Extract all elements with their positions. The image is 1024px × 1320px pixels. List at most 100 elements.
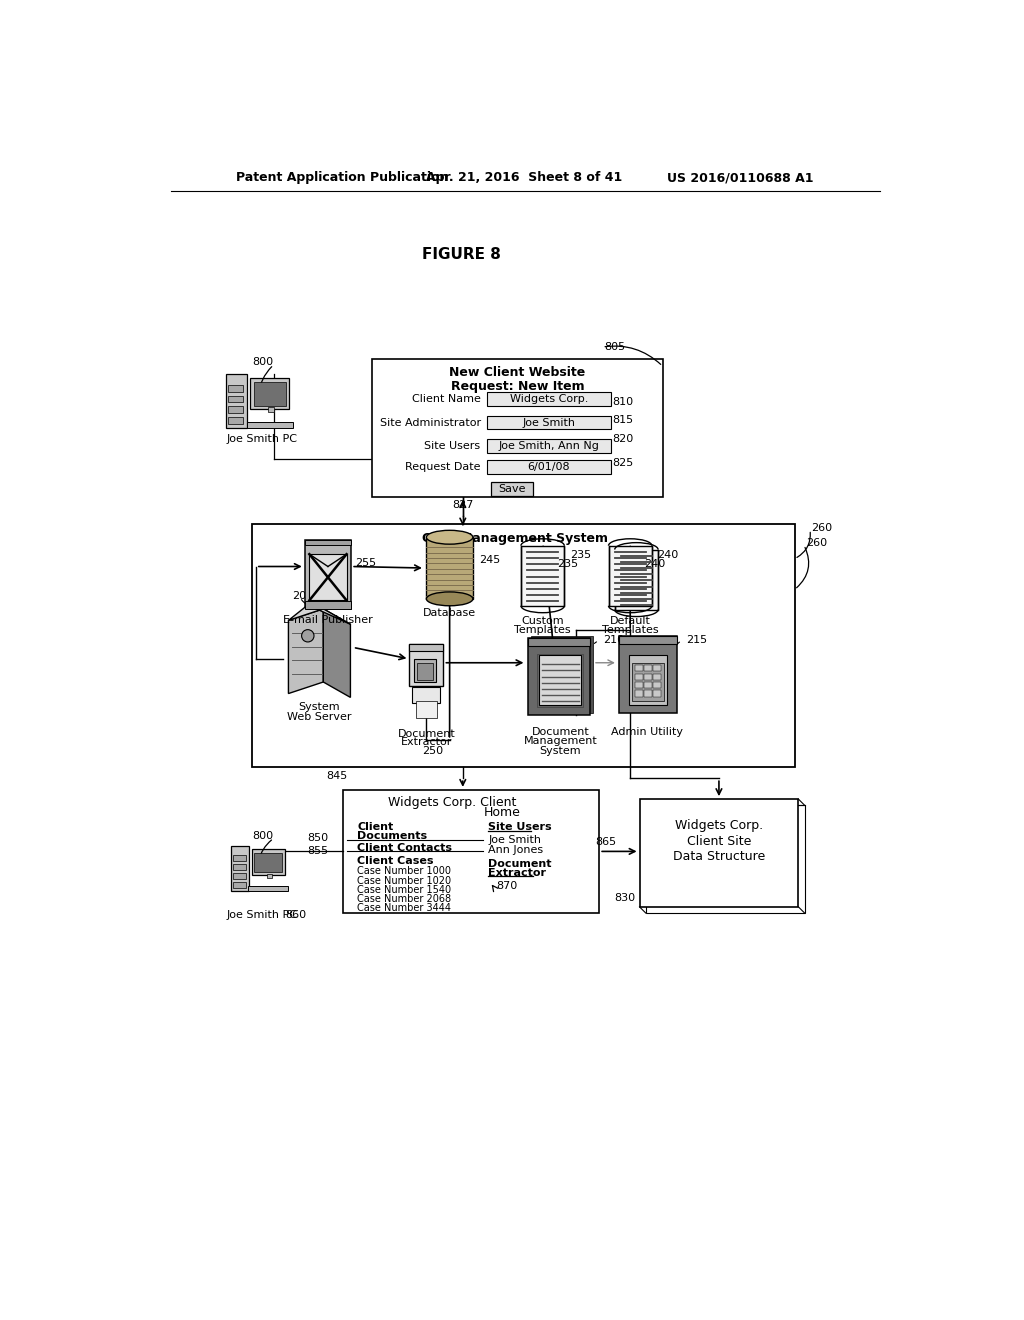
Text: Document: Document bbox=[488, 859, 552, 869]
Text: 855: 855 bbox=[307, 846, 328, 857]
Bar bbox=[372, 359, 663, 498]
Bar bbox=[305, 601, 351, 609]
Text: Site Administrator: Site Administrator bbox=[380, 417, 480, 428]
Text: Patent Application Publication: Patent Application Publication bbox=[237, 172, 449, 185]
Text: Extractor: Extractor bbox=[400, 737, 452, 747]
FancyArrowPatch shape bbox=[605, 346, 660, 364]
Bar bbox=[635, 665, 643, 671]
Text: Joe Smith: Joe Smith bbox=[488, 834, 542, 845]
Text: 205: 205 bbox=[292, 591, 313, 601]
Bar bbox=[614, 549, 658, 610]
Text: Case Number 1540: Case Number 1540 bbox=[357, 884, 452, 895]
Text: 870: 870 bbox=[496, 880, 517, 891]
Bar bbox=[228, 396, 244, 403]
Text: 850: 850 bbox=[307, 833, 328, 842]
Bar bbox=[629, 655, 668, 705]
Bar bbox=[417, 663, 432, 680]
Text: Ann Jones: Ann Jones bbox=[488, 845, 544, 855]
Bar bbox=[486, 416, 611, 429]
Text: Case Management System: Case Management System bbox=[423, 532, 608, 545]
Bar bbox=[632, 663, 665, 701]
Text: 820: 820 bbox=[612, 434, 634, 445]
Text: Request Date: Request Date bbox=[406, 462, 480, 473]
Bar bbox=[635, 673, 643, 680]
Text: Joe Smith PC: Joe Smith PC bbox=[226, 909, 298, 920]
Bar bbox=[635, 690, 643, 697]
Bar bbox=[640, 799, 799, 907]
Bar bbox=[268, 407, 274, 412]
Bar bbox=[620, 636, 678, 644]
Bar bbox=[410, 644, 443, 651]
Text: Case Number 1020: Case Number 1020 bbox=[357, 875, 452, 886]
Text: Site Users: Site Users bbox=[488, 822, 552, 832]
Text: Extractor: Extractor bbox=[488, 869, 547, 878]
Text: 240: 240 bbox=[644, 560, 666, 569]
FancyArrowPatch shape bbox=[301, 599, 312, 606]
Bar bbox=[486, 461, 611, 474]
Bar bbox=[635, 682, 643, 688]
Text: Request: New Item: Request: New Item bbox=[451, 380, 585, 393]
Text: Custom: Custom bbox=[521, 616, 564, 626]
FancyArrowPatch shape bbox=[595, 642, 597, 643]
Text: Web Server: Web Server bbox=[287, 711, 351, 722]
Bar bbox=[343, 789, 599, 913]
Bar bbox=[252, 524, 795, 767]
Text: 860: 860 bbox=[286, 909, 306, 920]
Bar bbox=[538, 653, 583, 706]
Text: Home: Home bbox=[484, 807, 521, 820]
Bar bbox=[426, 537, 473, 599]
Text: 240: 240 bbox=[657, 550, 679, 560]
Ellipse shape bbox=[426, 591, 473, 606]
Bar bbox=[653, 673, 662, 680]
Text: Templates: Templates bbox=[514, 626, 571, 635]
Text: Joe Smith PC: Joe Smith PC bbox=[226, 434, 298, 445]
Bar bbox=[653, 665, 662, 671]
Text: 260: 260 bbox=[812, 523, 833, 533]
Bar bbox=[248, 886, 288, 891]
Bar bbox=[305, 540, 351, 545]
Text: Joe Smith: Joe Smith bbox=[522, 417, 575, 428]
Bar bbox=[251, 378, 289, 409]
Text: 810: 810 bbox=[612, 397, 634, 408]
Text: Client Cases: Client Cases bbox=[357, 855, 434, 866]
Text: Apr. 21, 2016  Sheet 8 of 41: Apr. 21, 2016 Sheet 8 of 41 bbox=[426, 172, 623, 185]
Bar bbox=[410, 644, 443, 686]
FancyArrowPatch shape bbox=[797, 548, 809, 587]
Bar bbox=[230, 846, 249, 891]
Text: Widgets Corp. Client: Widgets Corp. Client bbox=[388, 796, 516, 809]
Text: 250: 250 bbox=[422, 746, 443, 755]
FancyArrowPatch shape bbox=[797, 532, 810, 557]
Bar bbox=[486, 392, 611, 407]
Bar bbox=[620, 636, 678, 713]
Text: System: System bbox=[540, 746, 582, 755]
Bar bbox=[228, 385, 244, 392]
Text: Database: Database bbox=[423, 607, 476, 618]
Text: System: System bbox=[299, 702, 340, 713]
Text: Templates: Templates bbox=[602, 626, 658, 635]
Bar bbox=[305, 540, 351, 609]
Text: 827: 827 bbox=[453, 500, 473, 510]
Bar bbox=[267, 874, 272, 878]
Text: 825: 825 bbox=[612, 458, 634, 467]
Text: New Client Website: New Client Website bbox=[450, 366, 586, 379]
Text: Document: Document bbox=[531, 727, 590, 737]
Text: 235: 235 bbox=[569, 550, 591, 560]
Text: 800: 800 bbox=[253, 358, 273, 367]
Ellipse shape bbox=[426, 531, 473, 544]
Text: Client Site: Client Site bbox=[687, 834, 752, 847]
Text: Site Users: Site Users bbox=[425, 441, 480, 450]
Bar bbox=[232, 873, 246, 879]
Bar bbox=[309, 554, 346, 601]
Text: Case Number 3444: Case Number 3444 bbox=[357, 903, 452, 913]
Text: 830: 830 bbox=[614, 892, 636, 903]
Bar bbox=[254, 853, 282, 873]
Text: E-mail Publisher: E-mail Publisher bbox=[283, 615, 373, 626]
Bar bbox=[416, 701, 437, 718]
Bar bbox=[531, 636, 593, 713]
FancyArrowPatch shape bbox=[259, 840, 271, 861]
Bar bbox=[228, 417, 244, 424]
Bar bbox=[232, 865, 246, 870]
Text: Admin Utility: Admin Utility bbox=[611, 727, 683, 737]
Text: Joe Smith, Ann Ng: Joe Smith, Ann Ng bbox=[499, 441, 599, 450]
Bar bbox=[232, 855, 246, 861]
